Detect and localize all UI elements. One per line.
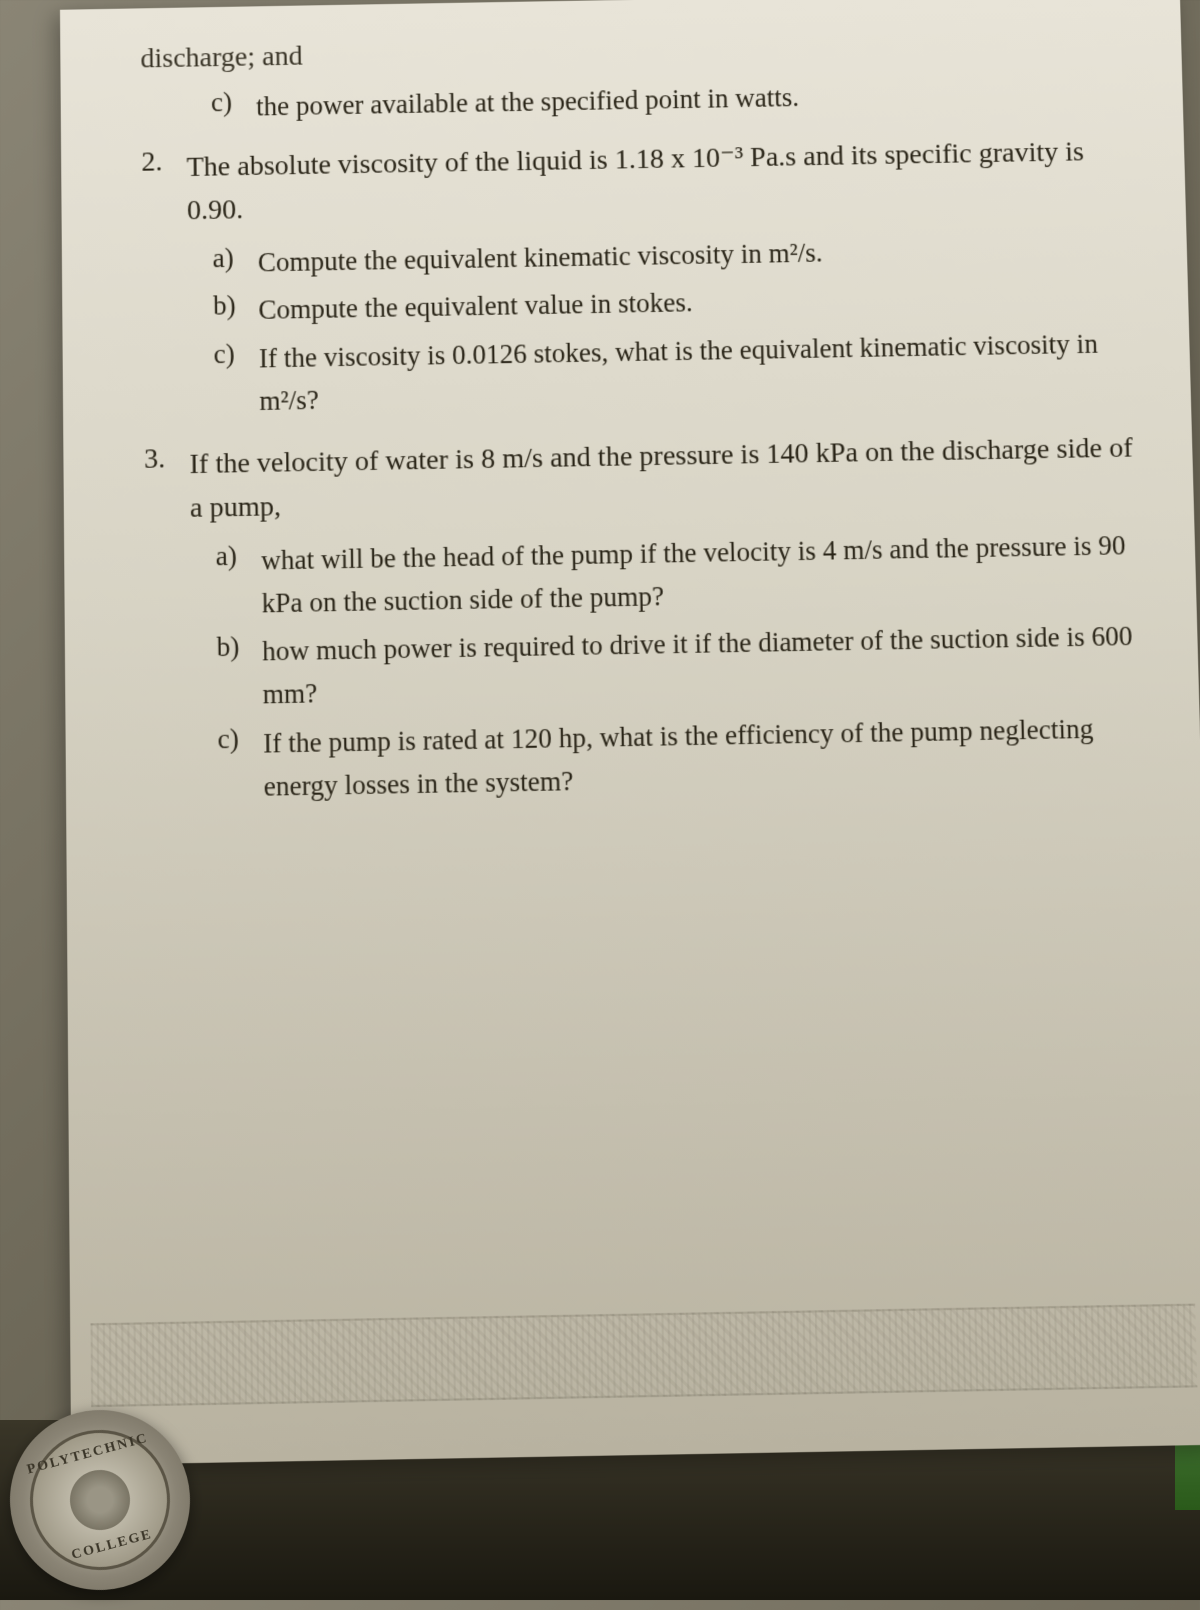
problem2-item-c: c) If the viscosity is 0.0126 stokes, wh… [213, 323, 1140, 424]
cutoff-text-top: discharge; and [140, 21, 1131, 80]
seal-emblem [63, 1463, 136, 1536]
sub-text: Compute the equivalent value in stokes. [258, 275, 1138, 333]
sub-text: how much power is required to drive it i… [262, 616, 1149, 717]
seal-inner-ring: POLYTECHNIC COLLEGE [14, 1414, 185, 1585]
sub-label: a) [216, 540, 262, 572]
cutoff-item-c: c) the power available at the specified … [211, 71, 1133, 129]
seal-text-bottom: COLLEGE [45, 1520, 179, 1570]
problem-intro: If the velocity of water is 8 m/s and th… [189, 426, 1143, 531]
sub-text: Compute the equivalent kinematic viscosi… [258, 226, 1138, 284]
problem3-item-c: c) If the pump is rated at 120 hp, what … [217, 707, 1151, 809]
watermark-pattern [91, 1304, 1198, 1408]
problem3-item-b: b) how much power is required to drive i… [216, 616, 1148, 718]
document-page: discharge; and c) the power available at… [60, 0, 1200, 1465]
problem-2: 2. The absolute viscosity of the liquid … [141, 129, 1141, 425]
problem3-item-a: a) what will be the head of the pump if … [216, 524, 1147, 626]
problem-number: 3. [144, 443, 190, 476]
sub-label: b) [213, 290, 259, 322]
sub-text: If the pump is rated at 120 hp, what is … [263, 707, 1151, 809]
sub-label: a) [212, 242, 258, 274]
sub-text: the power available at the specified poi… [256, 71, 1133, 128]
sub-text: what will be the head of the pump if the… [261, 524, 1146, 625]
problem-intro: The absolute viscosity of the liquid is … [186, 129, 1135, 233]
cutoff-fragment: discharge; and [140, 41, 302, 75]
problem2-item-b: b) Compute the equivalent value in stoke… [213, 275, 1139, 333]
problem-number: 2. [141, 146, 186, 179]
sub-label: b) [216, 631, 262, 663]
sub-label: c) [211, 86, 256, 118]
problem2-item-a: a) Compute the equivalent kinematic visc… [212, 226, 1137, 284]
sub-label: c) [213, 338, 259, 370]
problem-3: 3. If the velocity of water is 8 m/s and… [144, 426, 1151, 811]
sub-label: c) [217, 723, 263, 756]
sub-text: If the viscosity is 0.0126 stokes, what … [259, 323, 1141, 423]
